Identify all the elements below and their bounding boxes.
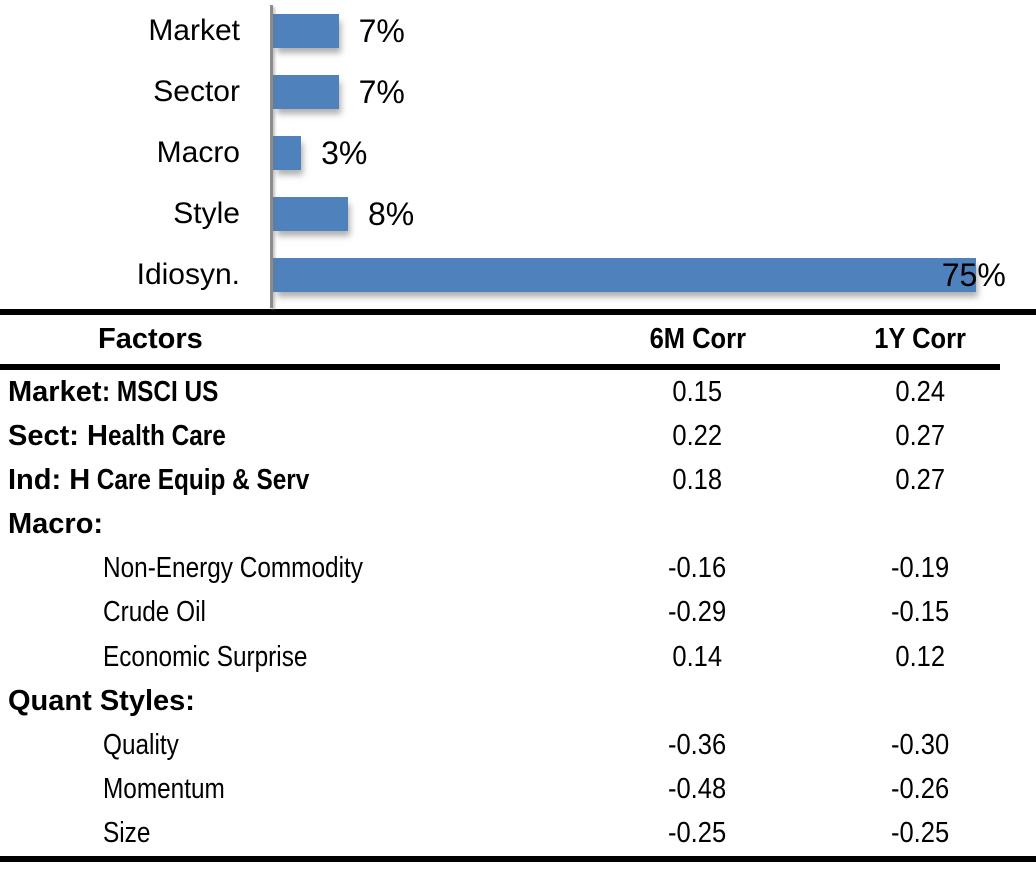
bar-value-label: 7% (358, 73, 405, 110)
corr-1y-cell (840, 508, 1000, 541)
chart-category-label: Style (173, 196, 240, 230)
table-row: Quality -0.36 -0.30 (0, 723, 1000, 767)
corr-1y-cell: 0.12 (895, 640, 945, 673)
factor-bold-text: Macro: (8, 508, 104, 541)
chart-bar-row: Market 7% (0, 0, 1036, 61)
factor-cell: Size (0, 817, 555, 850)
factor-rest-text: Economic Surprise (103, 640, 308, 673)
factor-cell: Quant Styles: (0, 685, 555, 718)
table-row: Sect: Health Care 0.22 0.27 (0, 414, 1000, 458)
chart-category-label: Macro (156, 135, 240, 169)
factor-bold-text: Quant Styles: (8, 684, 195, 717)
factor-rest-text: ealth Care (107, 419, 226, 452)
chart-bar-row: Style 8% (0, 183, 1036, 244)
table-row: Non-Energy Commodity -0.16 -0.19 (0, 547, 1000, 591)
corr-6m-cell (555, 508, 840, 541)
factor-cell: Sect: Health Care (0, 420, 555, 453)
chart-axis-line (270, 5, 273, 308)
column-header-6m-corr: 6M Corr (649, 323, 746, 355)
table-row: Momentum -0.48 -0.26 (0, 768, 1000, 812)
corr-6m-cell: -0.16 (668, 552, 727, 585)
risk-decomposition-chart: Market 7% Sector 7% Macro 3% Style 8% Id… (0, 0, 1036, 309)
factor-bold-text: Market (8, 375, 102, 408)
factor-rest-text: Care Equip & Serv (90, 463, 310, 496)
chart-bars-area: Market 7% Sector 7% Macro 3% Style 8% Id… (0, 0, 1036, 305)
factor-cell: Macro: (0, 508, 555, 541)
factor-rest-text: : MSCI US (101, 375, 218, 408)
factor-rest-text: Crude Oil (103, 596, 206, 629)
corr-1y-cell: 0.27 (895, 419, 945, 452)
bar (273, 196, 348, 231)
table-header-row: Factors 6M Corr 1Y Corr (0, 315, 1000, 370)
factor-rest-text: Momentum (103, 773, 225, 806)
factor-cell: Crude Oil (0, 596, 555, 629)
corr-6m-cell: 0.15 (672, 375, 723, 408)
corr-6m-cell: 0.22 (672, 419, 723, 452)
table-row: Quant Styles: (0, 679, 1000, 723)
table-row: Economic Surprise 0.14 0.12 (0, 635, 1000, 679)
corr-1y-cell: -0.15 (890, 596, 950, 629)
factor-rest-text: Size (103, 817, 151, 850)
corr-1y-cell (840, 685, 1000, 718)
corr-6m-cell: -0.25 (668, 817, 727, 850)
corr-1y-cell: -0.30 (890, 728, 950, 761)
corr-6m-cell: -0.36 (668, 728, 727, 761)
factor-bold-text: Ind: H (8, 463, 91, 496)
bar-value-label: 7% (358, 12, 405, 49)
table-row: Size -0.25 -0.25 (0, 812, 1000, 856)
chart-bar-row: Idiosyn. 75% (0, 244, 1036, 305)
table-row: Macro: (0, 503, 1000, 547)
bar (273, 13, 339, 48)
table-row: Ind: H Care Equip & Serv 0.18 0.27 (0, 458, 1000, 502)
column-header-1y-corr: 1Y Corr (874, 323, 966, 355)
table-row: Market: MSCI US 0.15 0.24 (0, 370, 1000, 414)
bar (273, 257, 976, 292)
bar-value-label: 75% (941, 256, 1006, 293)
corr-1y-cell: 0.24 (895, 375, 945, 408)
factor-cell: Non-Energy Commodity (0, 552, 555, 585)
column-header-factors: Factors (98, 323, 203, 355)
factor-cell: Economic Surprise (0, 641, 555, 674)
bar (273, 135, 302, 170)
corr-1y-cell: -0.19 (890, 552, 950, 585)
factor-bold-text: Sect: H (8, 419, 108, 452)
factor-cell: Market: MSCI US (0, 376, 555, 409)
factor-rest-text: Quality (103, 728, 179, 761)
corr-6m-cell: -0.29 (668, 596, 727, 629)
chart-category-label: Sector (153, 74, 240, 108)
bar (273, 74, 339, 109)
chart-category-label: Idiosyn. (136, 257, 240, 291)
factor-cell: Quality (0, 729, 555, 762)
corr-1y-cell: -0.25 (890, 817, 950, 850)
correlation-table: Factors 6M Corr 1Y Corr Market: MSCI US … (0, 309, 1036, 862)
factor-cell: Momentum (0, 773, 555, 806)
table-row: Crude Oil -0.29 -0.15 (0, 591, 1000, 635)
corr-6m-cell: 0.14 (672, 640, 723, 673)
factor-cell: Ind: H Care Equip & Serv (0, 464, 555, 497)
chart-bar-row: Macro 3% (0, 122, 1036, 183)
corr-6m-cell: -0.48 (668, 773, 727, 806)
chart-bar-row: Sector 7% (0, 61, 1036, 122)
factor-rest-text: Non-Energy Commodity (103, 552, 363, 585)
corr-1y-cell: -0.26 (890, 773, 950, 806)
bar-value-label: 3% (321, 134, 368, 171)
corr-1y-cell: 0.27 (895, 463, 945, 496)
corr-6m-cell: 0.18 (672, 463, 723, 496)
chart-category-label: Market (148, 13, 240, 47)
corr-6m-cell (555, 685, 840, 718)
table-body: Market: MSCI US 0.15 0.24 Sect: Health C… (0, 370, 1000, 856)
bar-value-label: 8% (367, 195, 415, 232)
